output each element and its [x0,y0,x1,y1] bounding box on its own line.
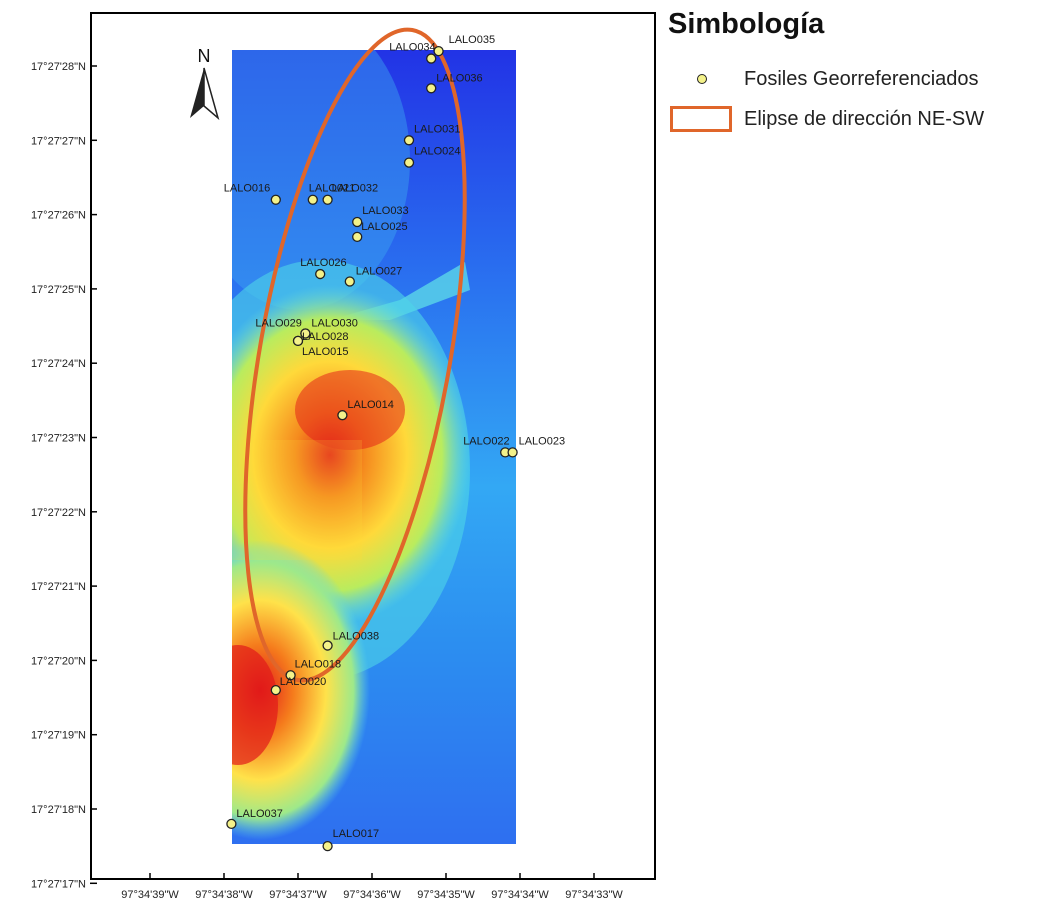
fossil-point-lalo023 [507,447,518,458]
fossil-point-label: LALO021 [309,183,355,195]
lon-tick-label: 97°34'33"W [565,889,623,901]
fossil-point-label: LALO020 [280,676,326,688]
fossil-point-label: LALO032 [332,183,378,195]
fossil-point-lalo037 [226,818,237,830]
fossil-point-lalo030 [300,328,311,339]
fossil-point-label: LALO016 [224,183,270,195]
fossil-point-lalo018 [285,670,296,681]
ellipse-swatch-icon [668,104,732,134]
lon-tick-label: 97°34'39"W [121,889,179,901]
fossil-point-label: LALO026 [300,257,346,269]
fossil-point-lalo016 [270,194,281,205]
fossil-point-lalo024 [403,157,415,168]
fossil-point-label: LALO031 [414,123,460,135]
longitude-axis: 97°34'39"W 97°34'38"W 97°34'37"W 97°34'36"W… [121,873,623,901]
fossil-point-label: LALO027 [356,265,402,277]
fossil-point-lalo021 [307,194,318,205]
lon-tick-label: 97°34'34"W [491,889,549,901]
north-arrow-label: N [198,46,211,66]
lat-tick-label: 17°27'17"N [31,878,86,890]
fossil-point-label: LALO038 [333,631,379,643]
fossil-point-lalo031 [403,135,415,146]
lat-tick-label: 17°27'28"N [31,61,86,73]
fossil-point-label: LALO022 [463,435,509,447]
fossil-point-lalo036 [426,83,437,94]
fossil-point-lalo017 [322,841,333,852]
fossil-point-lalo033 [352,216,363,228]
fossil-point-label: LALO037 [236,808,282,820]
lat-tick-label: 17°27'23"N [31,433,86,445]
fossil-point-label: LALO015 [302,346,348,358]
lat-tick-label: 17°27'22"N [31,507,86,519]
lat-tick-label: 17°27'24"N [31,358,86,370]
fossil-point-lalo032 [322,194,333,205]
latitude-axis: 17°27'28"N 17°27'27"N 17°27'26"N 17°27'25"N… [31,61,97,890]
lon-tick-label: 97°34'36"W [343,889,401,901]
fossil-point-label: LALO030 [311,317,357,329]
fossil-point-label: LALO029 [255,317,301,329]
lat-tick-label: 17°27'19"N [31,730,86,742]
fossil-point-label: LALO017 [333,828,379,840]
fossil-point-icon [668,64,728,94]
fossil-point-lalo038 [322,640,333,651]
lat-tick-label: 17°27'21"N [31,581,86,593]
lon-tick-label: 97°34'37"W [269,889,327,901]
fossil-points: LALO034 LALO035 LALO036 LALO031 LALO024 LALO0… [224,34,565,852]
fossil-point-label: LALO018 [295,658,341,670]
ne-sw-ellipse [243,27,467,683]
fossil-point-label: LALO025 [361,221,407,233]
lat-tick-label: 17°27'18"N [31,804,86,816]
fossil-point-lalo035 [433,45,444,57]
lon-tick-label: 97°34'38"W [195,889,253,901]
interpolation-raster [232,50,516,844]
lat-tick-label: 17°27'26"N [31,210,86,222]
fossil-point-label: LALO034 [389,42,435,54]
fossil-point-lalo026 [315,268,326,280]
north-arrow: N [190,46,220,121]
fossil-point-label: LALO023 [519,435,565,447]
fossil-point-lalo015 [292,335,304,347]
fossil-point-label: LALO014 [347,399,393,411]
lat-tick-label: 17°27'27"N [31,135,86,147]
fossil-point-label: LALO036 [436,72,482,84]
legend-item-label: Elipse de dirección NE-SW [744,107,985,130]
fossil-point-lalo034 [426,53,437,64]
fossil-point-label: LALO024 [414,146,460,158]
fossil-point-lalo025 [352,231,363,243]
fossil-point-label: LALO033 [362,205,408,217]
legend-item-fossils: Fosiles Georreferenciados [668,59,1028,99]
fossil-point-lalo027 [344,276,355,287]
legend-title: Simbología [668,8,825,40]
legend-item-ellipse: Elipse de dirección NE-SW [668,99,1028,139]
lat-tick-label: 17°27'20"N [31,655,86,667]
fossil-point-label: LALO028 [302,331,348,343]
legend-item-label: Fosiles Georreferenciados [744,67,979,90]
fossil-point-lalo014 [337,410,348,421]
fossil-point-label: LALO035 [449,34,495,46]
fossil-point-lalo020 [270,684,281,696]
lon-tick-label: 97°34'35"W [417,889,475,901]
legend: Simbología Fosiles Georreferenciados Eli… [668,8,1028,139]
lat-tick-label: 17°27'25"N [31,284,86,296]
